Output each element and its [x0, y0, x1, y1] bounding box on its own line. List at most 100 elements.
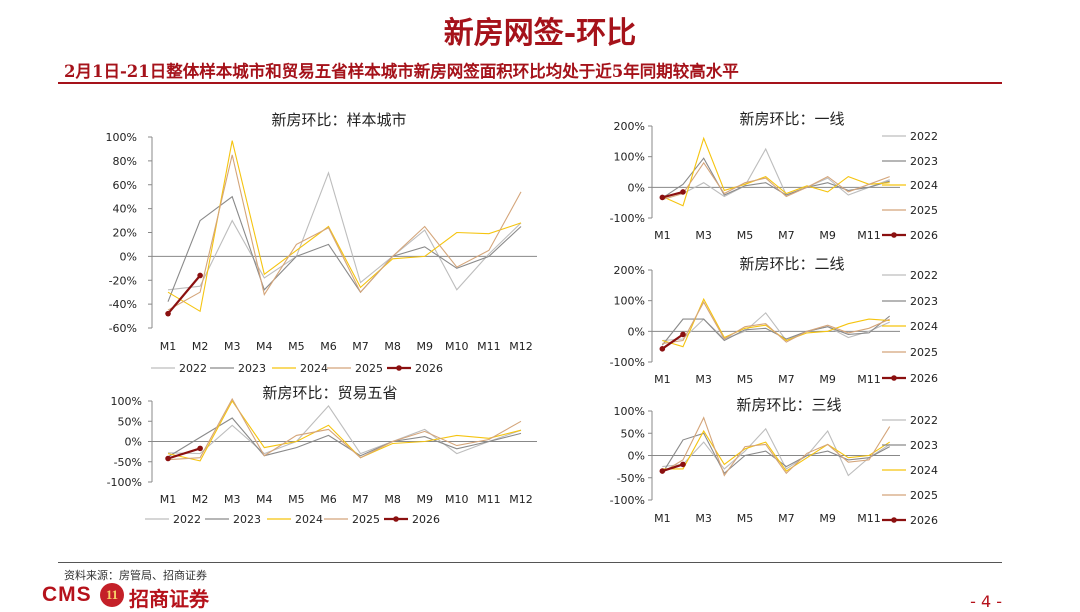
- legend-label-2024: 2024: [910, 179, 938, 192]
- x-tick-label: M12: [509, 340, 533, 353]
- y-tick-label: -50%: [617, 472, 645, 485]
- series-line-2024: [167, 140, 522, 313]
- y-tick-label: -60%: [109, 322, 137, 335]
- legend-label-2023: 2023: [233, 513, 261, 526]
- series-line-2022: [662, 312, 890, 342]
- y-tick-label: 100%: [614, 151, 645, 164]
- legend-label-2026: 2026: [415, 362, 443, 375]
- y-tick-label: 100%: [106, 131, 137, 144]
- chart-title: 新房环比：贸易五省: [262, 384, 397, 402]
- legend-label-2026: 2026: [910, 372, 938, 385]
- legend-marker-2026: [393, 516, 399, 522]
- legend-label-2026: 2026: [910, 229, 938, 242]
- legend-marker-2026: [396, 365, 402, 371]
- source-note: 资料来源：房管局、招商证券: [64, 569, 207, 582]
- series-line-2024: [662, 429, 890, 472]
- chart-trade: 新房环比：贸易五省 100% 50% 0% -50% -100% M1 M2 M3 M4 M5 M6 M…: [107, 384, 537, 526]
- legend-label-2025: 2025: [910, 204, 938, 217]
- charts-group: 新房环比：样本城市 100% 80% 60% 40% 20% 0% -20% -40% -60% M…: [106, 110, 938, 527]
- x-tick-label: M9: [819, 373, 836, 386]
- series-line-2024: [167, 399, 522, 462]
- y-tick-label: -100%: [610, 494, 645, 507]
- x-tick-label: M7: [778, 229, 795, 242]
- series-point-2026: [659, 346, 666, 352]
- chart-title: 新房环比：三线: [736, 396, 841, 414]
- y-tick-label: 100%: [614, 295, 645, 308]
- page-subtitle: 2月1日-21日整体样本城市和贸易五省样本城市新房网签面积环比均处于近5年同期较…: [64, 62, 739, 81]
- y-tick-label: 0%: [628, 450, 645, 463]
- series-line-2025: [662, 301, 890, 345]
- legend-marker-2026: [891, 517, 897, 523]
- y-tick-label: -20%: [109, 274, 137, 287]
- legend-label-2024: 2024: [295, 513, 323, 526]
- x-tick-label: M1: [654, 229, 671, 242]
- y-tick-label: 0%: [125, 436, 142, 449]
- x-tick-label: M2: [192, 340, 209, 353]
- x-tick-label: M5: [737, 229, 754, 242]
- series-point-2026: [680, 331, 686, 338]
- chart-title: 新房环比：样本城市: [271, 111, 406, 129]
- x-tick-label: M2: [192, 493, 209, 506]
- series-line-2026: [661, 463, 684, 473]
- x-tick-label: M1: [160, 493, 177, 506]
- x-tick-label: M9: [416, 493, 433, 506]
- y-tick-label: 40%: [113, 203, 137, 216]
- legend-label-2024: 2024: [910, 464, 938, 477]
- y-tick-label: 100%: [111, 395, 142, 408]
- x-tick-label: M6: [320, 493, 337, 506]
- legend-label-2024: 2024: [300, 362, 328, 375]
- y-tick-label: 200%: [614, 264, 645, 277]
- legend-label-2025: 2025: [352, 513, 380, 526]
- x-tick-label: M10: [445, 340, 469, 353]
- legend-label-2024: 2024: [910, 320, 938, 333]
- legend-label-2026: 2026: [910, 514, 938, 527]
- x-tick-label: M9: [416, 340, 433, 353]
- x-tick-label: M3: [695, 512, 712, 525]
- x-tick-label: M8: [384, 493, 401, 506]
- x-tick-label: M4: [256, 493, 273, 506]
- x-tick-label: M7: [778, 373, 795, 386]
- legend-marker-2026: [891, 232, 897, 238]
- x-tick-label: M5: [288, 493, 305, 506]
- x-tick-label: M7: [352, 340, 369, 353]
- x-tick-label: M3: [695, 373, 712, 386]
- series-line-2025: [167, 397, 522, 461]
- cms-logo-cn: 招商证券: [129, 587, 209, 611]
- title-divider: [58, 82, 1002, 84]
- series-point-2026: [659, 194, 666, 201]
- legend-label-2022: 2022: [910, 269, 938, 282]
- series-line-2024: [662, 136, 890, 207]
- series-point-2026: [680, 461, 686, 468]
- series-point-2026: [680, 189, 686, 195]
- y-tick-label: 50%: [621, 427, 645, 440]
- chart-title: 新房环比：二线: [739, 255, 844, 273]
- legend-label-2026: 2026: [412, 513, 440, 526]
- series-line-2025: [662, 416, 891, 477]
- x-tick-label: M5: [737, 512, 754, 525]
- y-tick-label: 0%: [120, 250, 137, 263]
- x-tick-label: M5: [288, 340, 305, 353]
- page-title: 新房网签-环比: [443, 16, 637, 51]
- series-line-2025: [167, 154, 522, 311]
- x-tick-label: M10: [445, 493, 469, 506]
- legend-label-2022: 2022: [910, 414, 938, 427]
- x-tick-label: M6: [320, 340, 337, 353]
- series-line-2023: [661, 157, 890, 199]
- y-tick-label: 0%: [628, 325, 645, 338]
- chart-sample: 新房环比：样本城市 100% 80% 60% 40% 20% 0% -20% -40% -60% M…: [106, 111, 537, 375]
- chart-tier1: 新房环比：一线 200% 100% 0% -100% M1 M3 M5 M7 M9 M11 2022 2…: [610, 110, 938, 242]
- series-point-2026: [659, 468, 666, 474]
- series-point-2026: [165, 310, 171, 317]
- x-tick-label: M9: [819, 512, 836, 525]
- y-tick-label: 60%: [113, 179, 137, 192]
- series-line-2023: [661, 432, 890, 475]
- series-line-2025: [662, 161, 890, 201]
- x-tick-label: M3: [695, 229, 712, 242]
- x-tick-label: M5: [737, 373, 754, 386]
- x-tick-label: M3: [224, 340, 241, 353]
- cms-logo-badge: 11: [100, 583, 124, 607]
- series-point-2026: [165, 455, 171, 462]
- y-tick-label: 100%: [614, 405, 645, 418]
- series-point-2026: [197, 272, 203, 279]
- y-tick-label: 0%: [628, 181, 645, 194]
